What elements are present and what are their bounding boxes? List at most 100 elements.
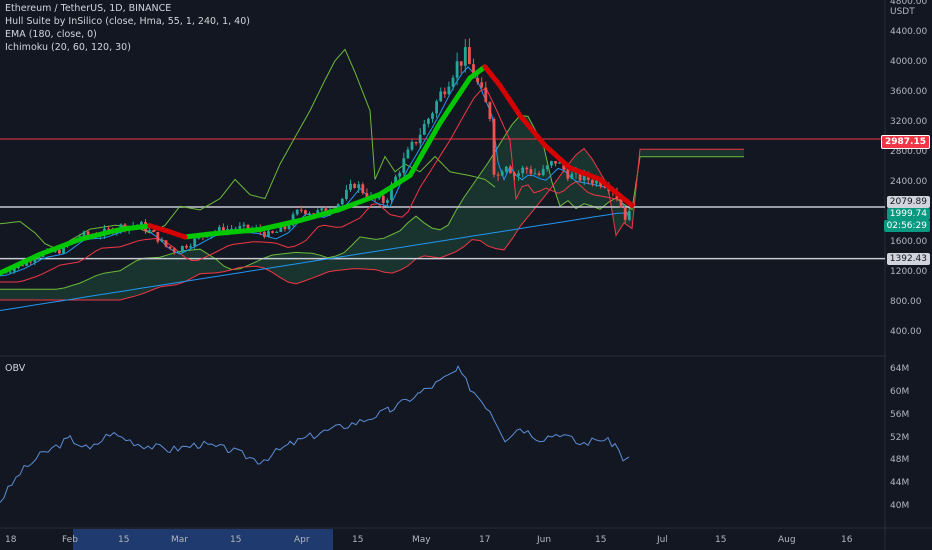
candle-body xyxy=(439,91,443,102)
obv-pane[interactable] xyxy=(0,357,885,527)
candle-body xyxy=(156,231,160,242)
candle-body xyxy=(390,184,393,201)
obv-tick-label: 48M xyxy=(890,455,910,466)
candle-body xyxy=(529,169,533,174)
candle-body xyxy=(447,86,451,95)
candle-body xyxy=(222,227,225,233)
price-tick-label: 4800.00 xyxy=(890,0,928,7)
price-pane[interactable] xyxy=(0,0,885,355)
legend-symbol[interactable]: Ethereum / TetherUS, 1D, BINANCE xyxy=(5,3,172,14)
candle-body xyxy=(525,167,529,170)
candle-body xyxy=(463,47,467,66)
price-tick-label: 4000.00 xyxy=(890,57,928,67)
candle-body xyxy=(570,173,574,179)
legend-ema[interactable]: EMA (180, close, 0) xyxy=(5,29,97,40)
price-tick-label: 1200.00 xyxy=(890,267,928,277)
candle-body xyxy=(242,224,246,227)
candle-body xyxy=(537,173,541,176)
candle-body xyxy=(500,171,504,176)
ichimoku-base-line xyxy=(0,87,631,283)
candle-body xyxy=(619,198,623,208)
candle-body xyxy=(345,189,348,199)
candle-body xyxy=(386,200,389,203)
candle-body xyxy=(283,226,287,229)
candle-body xyxy=(381,195,385,203)
horizontal-levels[interactable] xyxy=(0,138,885,260)
price-tick-label: 800.00 xyxy=(890,297,922,307)
candle-body xyxy=(451,77,455,87)
candle-body xyxy=(517,173,520,176)
legend-hull[interactable]: Hull Suite by InSilico (close, Hma, 55, … xyxy=(5,16,250,27)
obv-tick-label: 44M xyxy=(890,478,910,489)
candle-body xyxy=(263,232,266,237)
candle-body xyxy=(29,261,33,263)
hull-down-segment xyxy=(147,64,635,240)
candle-body xyxy=(176,251,180,253)
candle-body xyxy=(361,184,365,194)
candle-body xyxy=(217,227,221,232)
lower-level-tag: 1392.43 xyxy=(886,253,930,265)
candle-body xyxy=(230,228,233,230)
ichimoku-span-b xyxy=(0,147,744,301)
candle-body xyxy=(488,102,492,120)
candle-body xyxy=(480,82,484,88)
time-range-highlight xyxy=(73,529,333,550)
candle-body xyxy=(12,268,16,272)
candle-body xyxy=(443,91,447,95)
candle-body xyxy=(152,230,156,232)
candle-body xyxy=(58,249,61,254)
time-tick-label: 15 xyxy=(715,535,727,545)
candle-body xyxy=(402,158,406,173)
candle-body xyxy=(435,101,438,114)
candle-body xyxy=(414,141,418,144)
candle-body xyxy=(267,231,270,237)
candle-body xyxy=(336,204,340,210)
candle-body xyxy=(308,213,311,215)
candle-body xyxy=(533,173,537,175)
candle-body xyxy=(562,162,566,170)
time-tick-label: 15 xyxy=(352,535,364,545)
candle-body xyxy=(172,248,176,252)
time-tick-label: Jun xyxy=(537,535,552,545)
countdown-tag: 02:56:29 xyxy=(883,220,930,232)
obv-tick-label: 40M xyxy=(890,501,910,511)
candle-body xyxy=(476,77,479,83)
obv-tick-label: 60M xyxy=(890,386,910,397)
candle-body xyxy=(82,231,86,237)
time-tick-label: Apr xyxy=(294,535,310,545)
candle-body xyxy=(455,61,459,78)
candle-body xyxy=(459,61,463,66)
candle-body xyxy=(164,240,168,247)
candle-body xyxy=(406,149,410,159)
legend-obv[interactable]: OBV xyxy=(5,363,26,374)
obv-tick-label: 52M xyxy=(890,432,910,443)
obv-tick-label: 56M xyxy=(890,409,910,420)
candle-body xyxy=(189,246,192,248)
candle-body xyxy=(25,261,28,266)
candle-body xyxy=(422,123,426,135)
obv-series xyxy=(0,365,630,503)
candle-body xyxy=(431,113,434,119)
candle-body xyxy=(513,173,516,176)
ema-line xyxy=(0,212,630,311)
legend-ichimoku[interactable]: Ichimoku (20, 60, 120, 30) xyxy=(5,42,131,53)
price-tick-label: 1600.00 xyxy=(890,237,928,247)
hull-up-segment xyxy=(0,64,488,276)
time-tick-label: 15 xyxy=(118,535,130,545)
time-tick-label: May xyxy=(412,535,431,545)
candle-body xyxy=(365,193,369,199)
candle-body xyxy=(623,207,627,220)
candle-body xyxy=(33,259,37,263)
candle-body xyxy=(591,179,594,184)
time-tick-label: 15 xyxy=(230,535,242,545)
candle-body xyxy=(193,238,197,247)
candle-body xyxy=(545,165,549,170)
candle-body xyxy=(37,256,41,260)
candle-body xyxy=(287,225,291,229)
candle-body xyxy=(148,230,151,232)
cloud-fill xyxy=(0,115,744,300)
candle-body xyxy=(168,246,172,249)
price-tick-label: 3200.00 xyxy=(890,117,928,127)
candle-body xyxy=(304,210,307,215)
